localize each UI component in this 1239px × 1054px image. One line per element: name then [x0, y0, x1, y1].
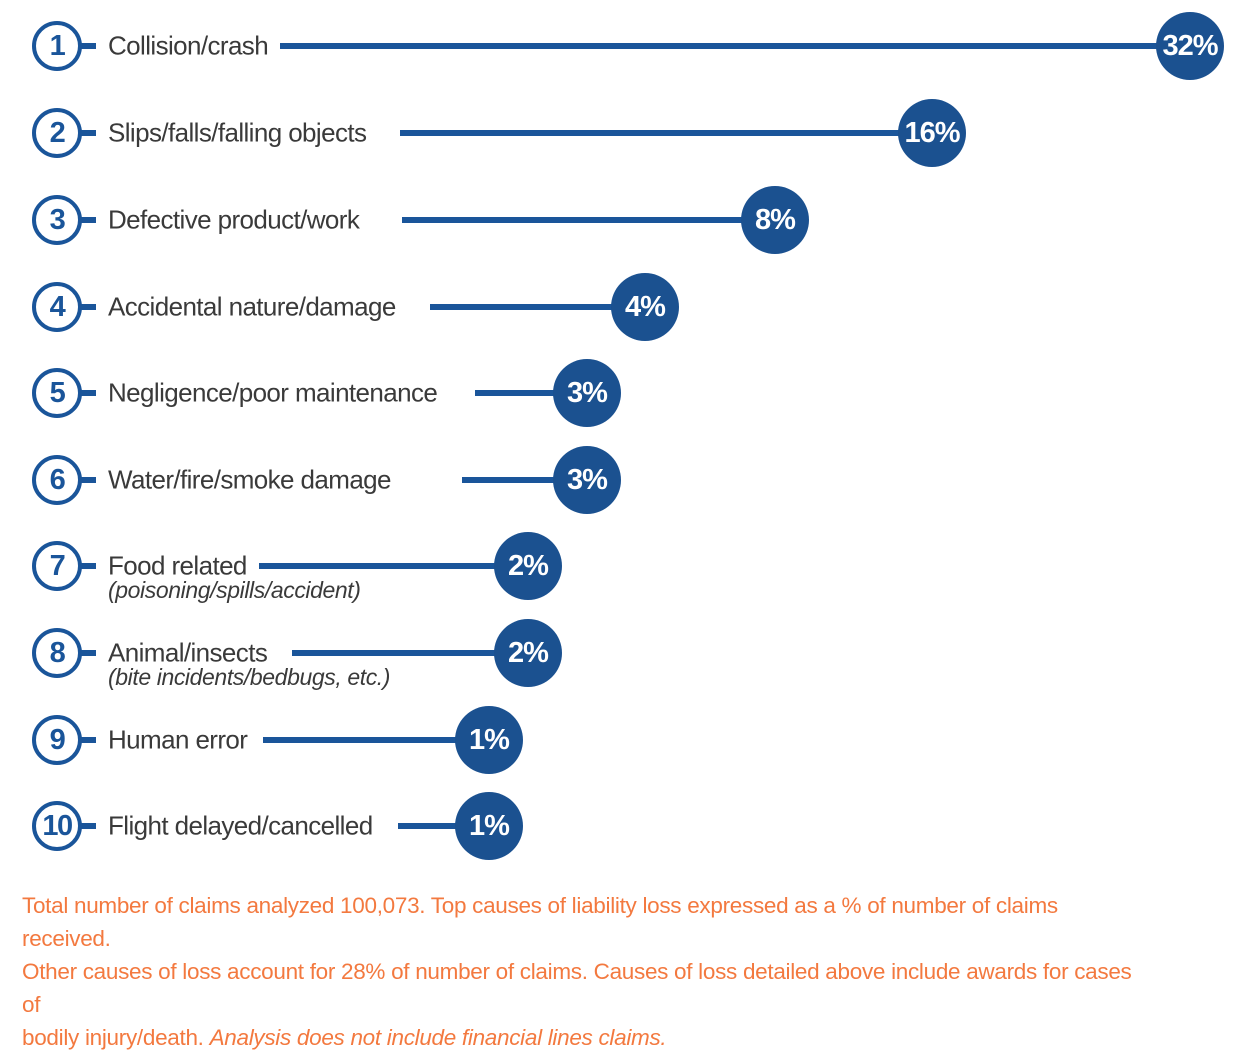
percent-value: 1% — [469, 723, 510, 756]
percent-dot: 4% — [611, 273, 679, 341]
cause-label-group: Flight delayed/cancelled — [108, 812, 373, 855]
percent-value: 3% — [567, 376, 608, 409]
rank-badge: 4 — [32, 282, 82, 332]
cause-label: Human error — [108, 724, 248, 755]
connector-line — [263, 737, 489, 743]
rank-number: 5 — [49, 376, 66, 409]
rank-badge: 6 — [32, 455, 82, 505]
rank-number: 1 — [49, 29, 66, 62]
cause-label-group: Animal/insects (bite incidents/bedbugs, e… — [108, 639, 390, 690]
connector-line — [462, 477, 587, 483]
rank-badge: 1 — [32, 21, 82, 71]
cause-label: Accidental nature/damage — [108, 291, 396, 322]
cause-label: Defective product/work — [108, 204, 360, 235]
cause-label-group: Collision/crash — [108, 32, 269, 75]
footnote-line: Total number of claims analyzed 100,073.… — [22, 889, 1142, 955]
rank-number: 2 — [49, 116, 66, 149]
percent-dot: 16% — [898, 99, 966, 167]
percent-dot: 3% — [553, 359, 621, 427]
connector-line — [400, 130, 932, 136]
rank-badge: 10 — [32, 801, 82, 851]
percent-value: 4% — [625, 290, 666, 323]
badge-tick-line — [81, 217, 96, 223]
footnote-text: Other causes of loss account for 28% of … — [22, 959, 1132, 1017]
connector-line — [475, 390, 587, 396]
percent-value: 32% — [1162, 29, 1218, 62]
badge-tick-line — [81, 737, 96, 743]
percent-dot: 1% — [455, 792, 523, 860]
badge-tick-line — [81, 43, 96, 49]
cause-label: Water/fire/smoke damage — [108, 464, 392, 495]
cause-label-group: Food related (poisoning/spills/accident) — [108, 552, 361, 603]
connector-line — [398, 823, 489, 829]
footnote-text-italic: Analysis does not include financial line… — [209, 1025, 667, 1050]
percent-dot: 8% — [741, 186, 809, 254]
percent-value: 1% — [469, 809, 510, 842]
percent-dot: 1% — [455, 706, 523, 774]
cause-label: Negligence/poor maintenance — [108, 377, 438, 408]
cause-label: Food related — [108, 550, 247, 581]
rank-badge: 8 — [32, 628, 82, 678]
connector-line — [280, 43, 1190, 49]
rank-number: 9 — [49, 723, 66, 756]
rank-badge: 3 — [32, 195, 82, 245]
percent-dot: 2% — [494, 532, 562, 600]
badge-tick-line — [81, 563, 96, 569]
percent-value: 16% — [904, 116, 960, 149]
cause-label-group: Defective product/work — [108, 206, 360, 249]
rank-badge: 2 — [32, 108, 82, 158]
rank-number: 6 — [49, 463, 66, 496]
connector-line — [402, 217, 775, 223]
footnote-text: Total number of claims analyzed 100,073.… — [22, 893, 1058, 951]
liability-loss-causes-chart: 1 Collision/crash 32% 2 Slips/falls/falling … — [32, 12, 1224, 860]
cause-label: Animal/insects — [108, 637, 268, 668]
badge-tick-line — [81, 130, 96, 136]
rank-number: 3 — [49, 203, 66, 236]
footnote-text: bodily injury/death. — [22, 1025, 210, 1050]
connector-line — [259, 563, 528, 569]
rank-badge: 9 — [32, 715, 82, 765]
cause-label: Flight delayed/cancelled — [108, 810, 373, 841]
badge-tick-line — [81, 650, 96, 656]
cause-label: Collision/crash — [108, 30, 269, 61]
percent-dot: 3% — [553, 446, 621, 514]
cause-sublabel: (poisoning/spills/accident) — [108, 577, 361, 603]
cause-sublabel: (bite incidents/bedbugs, etc.) — [108, 664, 391, 690]
footnote-line: bodily injury/death. Analysis does not i… — [22, 1021, 1142, 1054]
rank-number: 8 — [49, 636, 66, 669]
cause-label-group: Slips/falls/falling objects — [108, 119, 367, 162]
percent-dot: 2% — [494, 619, 562, 687]
badge-tick-line — [81, 390, 96, 396]
cause-label-group: Negligence/poor maintenance — [108, 379, 438, 422]
percent-value: 2% — [508, 549, 549, 582]
cause-label: Slips/falls/falling objects — [108, 117, 367, 148]
footnote-line: Other causes of loss account for 28% of … — [22, 955, 1142, 1021]
percent-value: 8% — [755, 203, 796, 236]
rank-number: 10 — [42, 809, 73, 842]
rank-number: 7 — [49, 549, 66, 582]
cause-label-group: Accidental nature/damage — [108, 293, 396, 336]
cause-label-group: Water/fire/smoke damage — [108, 466, 392, 509]
badge-tick-line — [81, 477, 96, 483]
footnote: Total number of claims analyzed 100,073.… — [22, 889, 1142, 1054]
percent-value: 3% — [567, 463, 608, 496]
percent-value: 2% — [508, 636, 549, 669]
rank-badge: 5 — [32, 368, 82, 418]
cause-label-group: Human error — [108, 726, 248, 769]
connector-line — [292, 650, 528, 656]
connector-line — [430, 304, 645, 310]
rank-number: 4 — [49, 290, 66, 323]
badge-tick-line — [81, 823, 96, 829]
rank-badge: 7 — [32, 541, 82, 591]
badge-tick-line — [81, 304, 96, 310]
percent-dot: 32% — [1156, 12, 1224, 80]
